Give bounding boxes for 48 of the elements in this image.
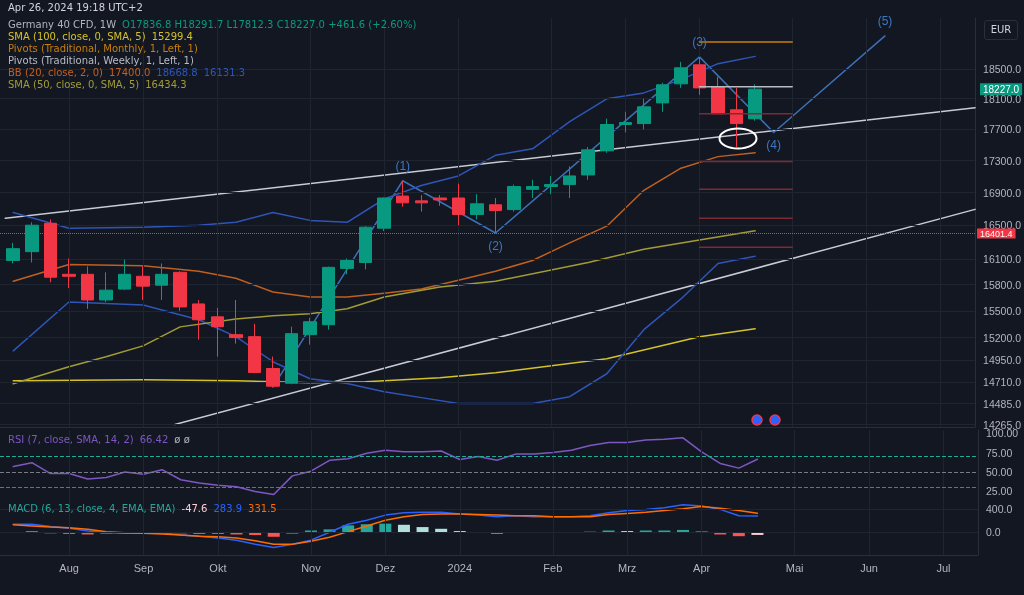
- x-tick-label: Aug: [59, 561, 79, 574]
- text: SMA (100, close, 0, SMA, 5) 15299.4: [8, 31, 193, 42]
- y-tick-label: 15200.0: [983, 331, 1022, 344]
- y-tick-label: 0.0: [986, 526, 1001, 539]
- y-tick-label: 400.0: [986, 503, 1013, 516]
- x-tick-label: Jun: [860, 561, 878, 574]
- x-tick-label: Mrz: [618, 561, 637, 574]
- x-tick-label: Dez: [375, 561, 396, 574]
- y-tick-label: 14485.0: [983, 397, 1022, 410]
- annotation: (5): [877, 13, 893, 28]
- annotation: (2): [488, 239, 503, 253]
- annotation: ø ø: [174, 434, 190, 445]
- y-tick-label: 17300.0: [983, 154, 1022, 167]
- y-tick-label: 18100.0: [983, 92, 1022, 105]
- x-tick-label: Apr: [693, 561, 711, 574]
- y-tick-label: 16100.0: [983, 252, 1022, 265]
- annotation: (1): [395, 158, 411, 173]
- y-axis-title: EUR: [984, 20, 1018, 40]
- y-tick-label: 16900.0: [983, 186, 1022, 199]
- text: Pivots (Traditional, Weekly, 1, Left, 1): [8, 55, 194, 66]
- annotation: O17836.8 H18291.7 L17812.3 C18227.0 +461.6 (+2.60%): [122, 19, 417, 30]
- y-tick-label: 15800.0: [983, 278, 1022, 291]
- x-tick-label: 2024: [447, 561, 473, 574]
- y-tick-label: 50.00: [986, 466, 1013, 478]
- x-tick-label: Feb: [543, 561, 563, 574]
- x-tick-label: Mai: [785, 561, 804, 574]
- y-tick-label: 17700.0: [983, 123, 1022, 136]
- text: Pivots (Traditional, Monthly, 1, Left, 1): [8, 43, 198, 54]
- x-tick-label: Okt: [209, 561, 227, 574]
- series-label: MACD (6, 13, close, 4, EMA, EMA) -47.6 283.9 331.5: [8, 503, 277, 514]
- y-tick-label: 14710.0: [983, 376, 1022, 389]
- x-tick-label: Nov: [301, 561, 322, 574]
- chart-title: Germany 40 CFD, 1W: [8, 19, 117, 30]
- text: RSI (7, close, SMA, 14, 2) 66.42: [8, 434, 169, 445]
- annotation: (3): [692, 34, 707, 49]
- y-tick-label: 15500.0: [983, 304, 1022, 317]
- y-tick-label: 18500.0: [983, 62, 1022, 75]
- chart-subtitle: Apr 26, 2024 19:18 UTC+2: [8, 2, 143, 14]
- text: BB (20, close, 2, 0) 17400.0 18668.8 16131.3: [8, 67, 246, 78]
- ref-line-label: 16401.4: [980, 228, 1013, 239]
- text: SMA (50, close, 0, SMA, 5) 16434.3: [8, 79, 187, 90]
- x-tick-label: Sep: [133, 561, 154, 574]
- y-tick-label: 75.00: [986, 446, 1013, 459]
- text: 18227.0: [983, 83, 1020, 95]
- x-tick-label: Jul: [936, 561, 951, 574]
- annotation: (4): [766, 138, 782, 153]
- y-tick-label: 14950.0: [983, 354, 1022, 367]
- y-tick-label: 25.00: [986, 485, 1013, 498]
